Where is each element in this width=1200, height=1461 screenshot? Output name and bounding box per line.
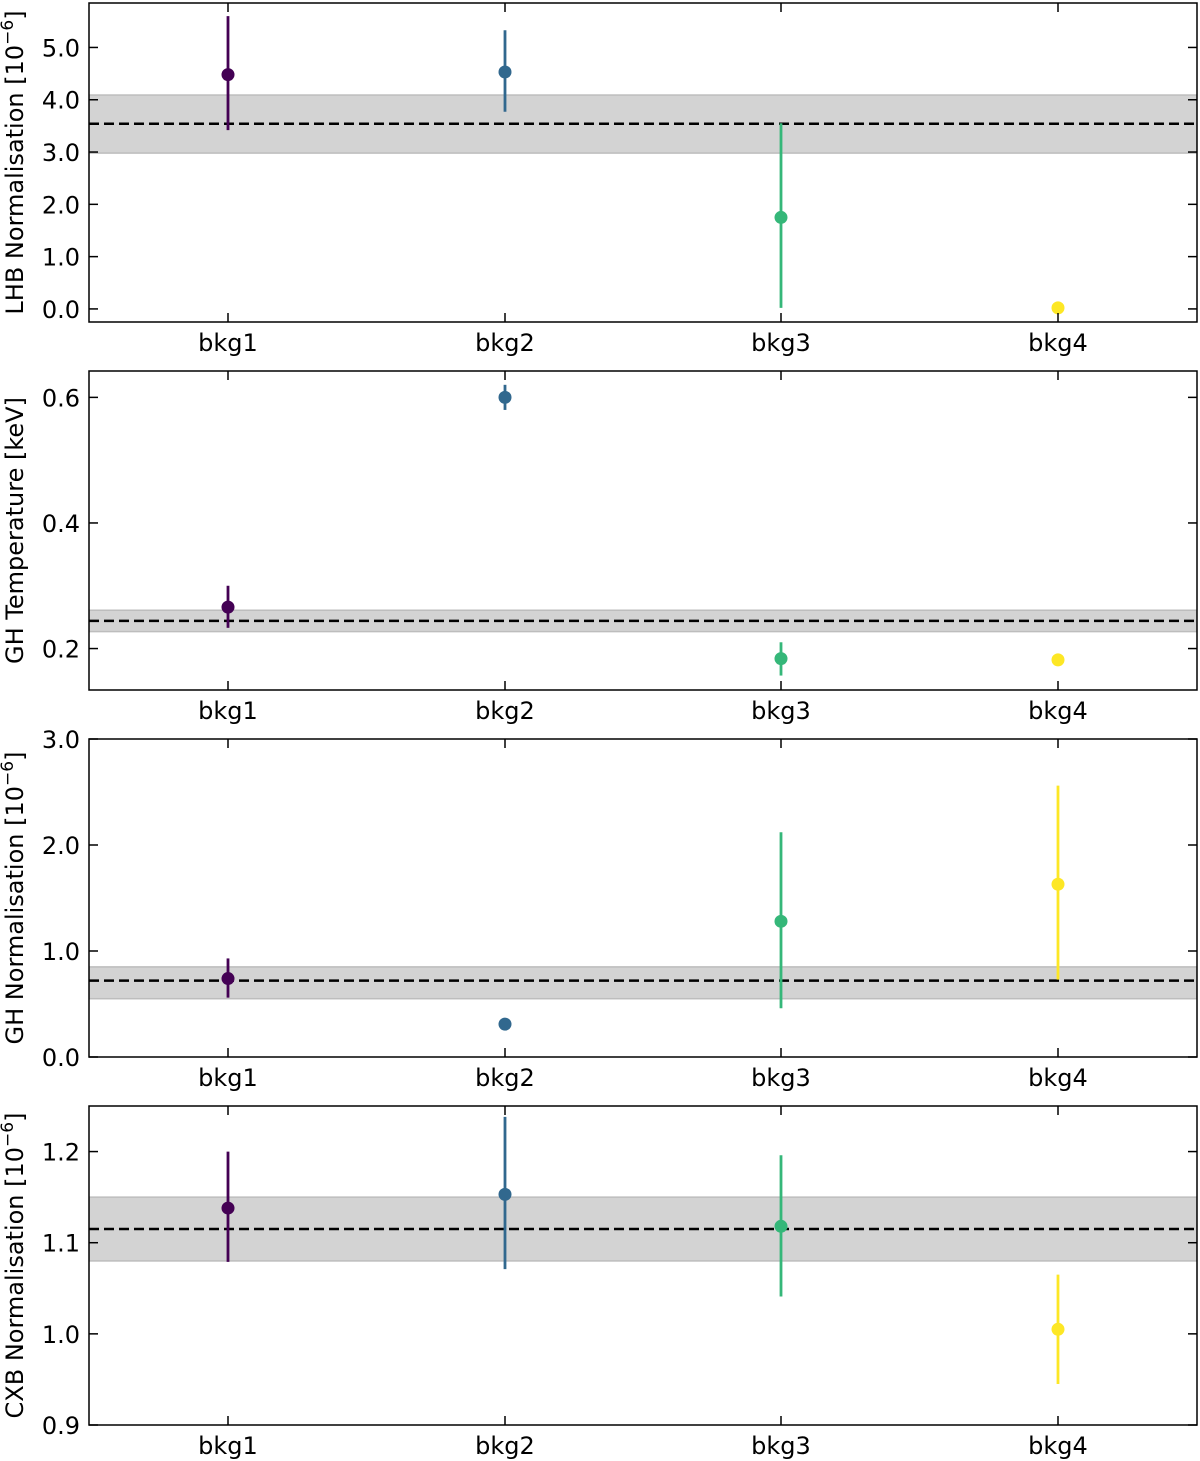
x-tick-label-bkg2: bkg2 — [475, 697, 535, 725]
y-axis-label-close: ] — [1, 10, 29, 19]
data-point-bkg3 — [774, 1219, 788, 1233]
y-axis-label-close: ] — [1, 1113, 29, 1122]
y-tick-label: 2.0 — [42, 832, 80, 860]
x-tick-label-bkg1: bkg1 — [198, 1064, 258, 1092]
data-point-bkg4 — [1051, 301, 1065, 315]
x-tick-label-bkg3: bkg3 — [751, 697, 811, 725]
y-axis-label-exponent: −6 — [0, 20, 18, 45]
data-point-bkg4 — [1051, 1322, 1065, 1336]
y-axis-label-text: LHB Normalisation [10 — [1, 45, 29, 315]
y-tick-label: 1.1 — [42, 1230, 80, 1258]
y-axis-label: LHB Normalisation [10−6] — [0, 10, 29, 314]
x-tick-label-bkg1: bkg1 — [198, 697, 258, 725]
y-tick-label: 1.2 — [42, 1139, 80, 1167]
data-point-bkg2 — [498, 1017, 512, 1031]
panel-1: 0.0 1.0 2.0 3.0 4.0 5.0 bkg1 bkg2 bkg3 bkg4 LHB No… — [0, 2, 1198, 357]
y-tick-label: 4.0 — [42, 87, 80, 115]
y-axis-label: CXB Normalisation [10−6] — [0, 1113, 29, 1419]
y-axis-label: GH Normalisation [10−6] — [0, 752, 29, 1045]
data-point-bkg4 — [1051, 877, 1065, 891]
x-tick-label-bkg1: bkg1 — [198, 329, 258, 357]
x-tick-label-bkg3: bkg3 — [751, 1064, 811, 1092]
y-axis-label-close: ] — [1, 752, 29, 761]
panel-2: 0.2 0.4 0.6 bkg1 bkg2 bkg3 bkg4 GH Temperature … — [1, 370, 1198, 725]
x-tick-label-bkg4: bkg4 — [1028, 1064, 1088, 1092]
data-point-bkg3 — [774, 914, 788, 928]
y-tick-label: 2.0 — [42, 191, 80, 219]
data-point-bkg1 — [221, 1201, 235, 1215]
y-tick-label: 0.4 — [42, 510, 80, 538]
data-point-bkg1 — [221, 68, 235, 82]
panel-3: 0.0 1.0 2.0 3.0 bkg1 bkg2 bkg3 bkg4 GH Normalisa… — [0, 726, 1198, 1092]
y-axis-label-text: GH Normalisation [10 — [1, 786, 29, 1045]
x-tick-label-bkg2: bkg2 — [475, 1432, 535, 1460]
x-tick-label-bkg3: bkg3 — [751, 329, 811, 357]
y-tick-label: 5.0 — [42, 34, 80, 62]
y-tick-label: 1.0 — [42, 244, 80, 272]
y-axis-label-exponent: −6 — [0, 1122, 18, 1147]
y-tick-label: 3.0 — [42, 139, 80, 167]
data-point-bkg1 — [221, 972, 235, 986]
data-point-bkg1 — [221, 600, 235, 614]
data-point-bkg2 — [498, 390, 512, 404]
y-axis-label: GH Temperature [keV] — [1, 397, 29, 664]
data-point-bkg2 — [498, 1187, 512, 1201]
y-tick-label: 0.2 — [42, 636, 80, 664]
y-tick-label: 3.0 — [42, 726, 80, 754]
axes-frame — [88, 2, 1198, 323]
data-point-bkg3 — [774, 652, 788, 666]
y-axis-label-exponent: −6 — [0, 761, 18, 786]
data-point-bkg3 — [774, 210, 788, 224]
axes-frame — [88, 1105, 1198, 1426]
mean-uncertainty-band — [89, 966, 1197, 1000]
data-point-bkg4 — [1051, 653, 1065, 667]
x-tick-label-bkg4: bkg4 — [1028, 697, 1088, 725]
y-tick-label: 0.9 — [42, 1412, 80, 1440]
x-tick-label-bkg4: bkg4 — [1028, 329, 1088, 357]
y-tick-label: 0.6 — [42, 384, 80, 412]
x-tick-label-bkg2: bkg2 — [475, 329, 535, 357]
x-tick-label-bkg2: bkg2 — [475, 1064, 535, 1092]
axes-frame — [88, 738, 1198, 1058]
y-tick-label: 0.0 — [42, 296, 80, 324]
x-tick-label-bkg4: bkg4 — [1028, 1432, 1088, 1460]
y-tick-label: 1.0 — [42, 938, 80, 966]
axes-frame — [88, 370, 1198, 691]
x-tick-label-bkg1: bkg1 — [198, 1432, 258, 1460]
x-tick-label-bkg3: bkg3 — [751, 1432, 811, 1460]
mean-uncertainty-band — [89, 609, 1197, 633]
y-axis-label-text: CXB Normalisation [10 — [1, 1147, 29, 1419]
panel-4: 0.9 1.0 1.1 1.2 bkg1 bkg2 bkg3 bkg4 CXB Normalis… — [0, 1105, 1198, 1460]
y-tick-label: 1.0 — [42, 1321, 80, 1349]
y-axis-label-text: GH Temperature [keV] — [1, 397, 29, 664]
data-point-bkg2 — [498, 65, 512, 79]
y-tick-label: 0.0 — [42, 1044, 80, 1072]
